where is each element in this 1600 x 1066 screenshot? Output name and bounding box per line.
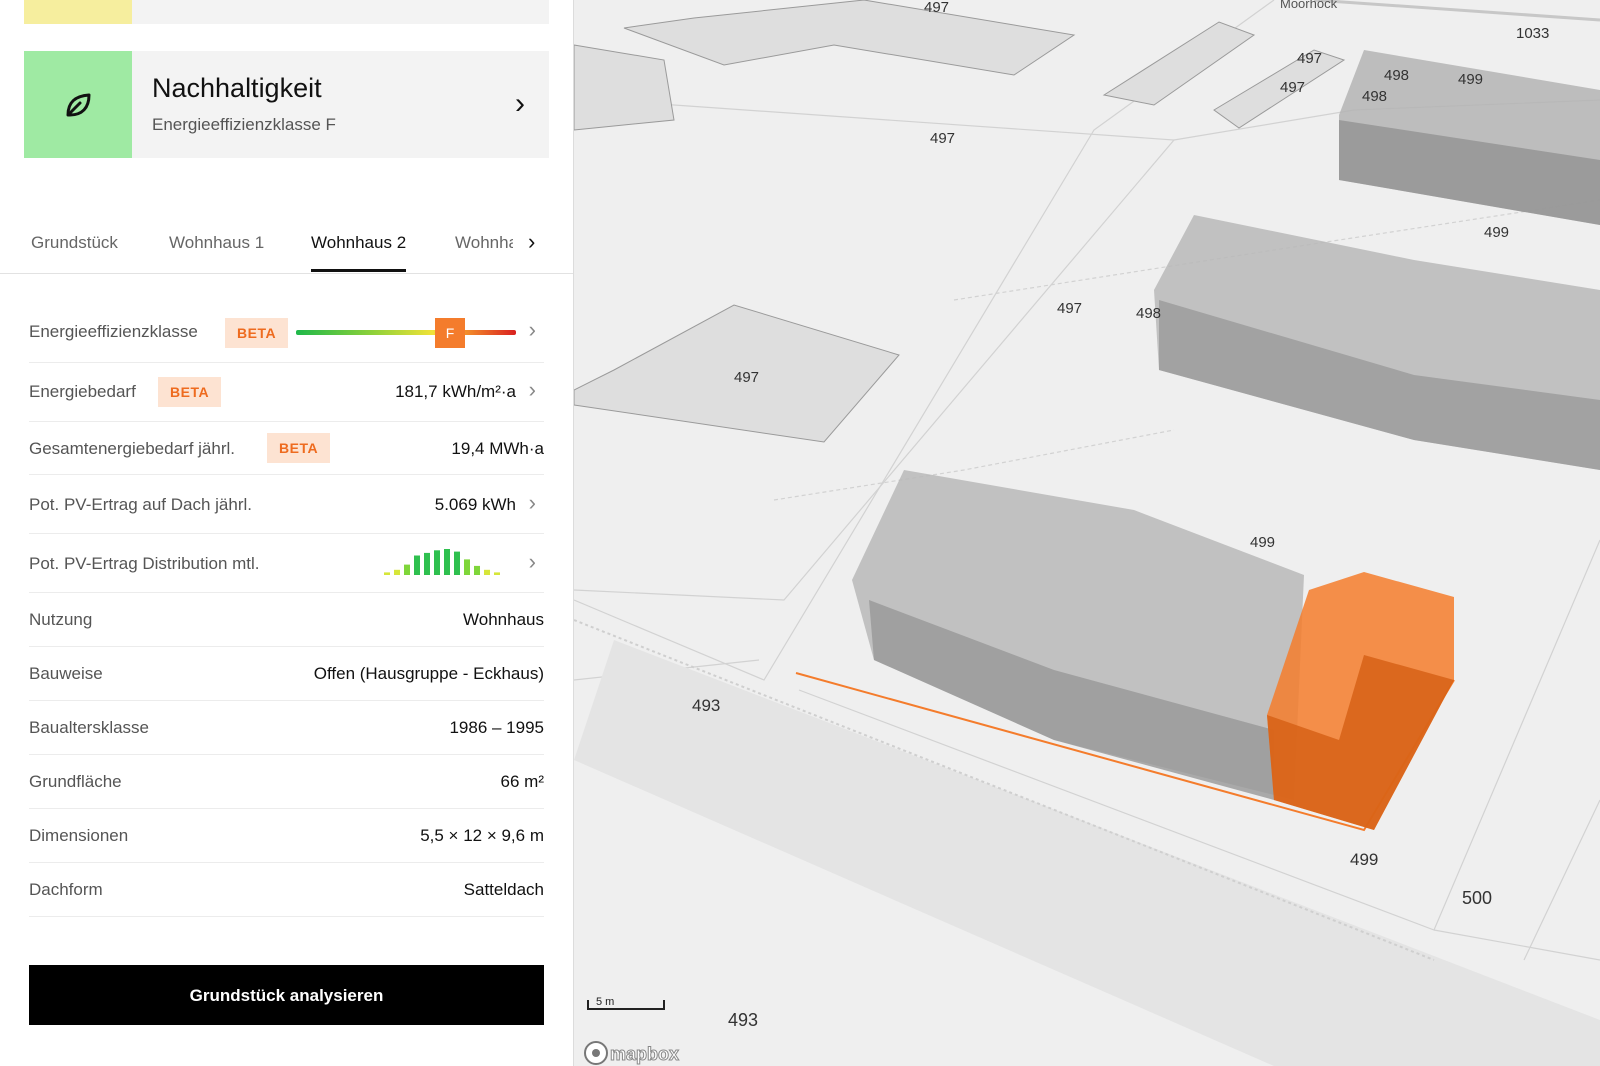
row-energy-demand[interactable]: Energiebedarf BETA 181,7 kWh/m²·a › [29, 362, 544, 422]
row-label: Energiebedarf [29, 382, 136, 401]
row-build-period: Baualtersklasse 1986 – 1995 [29, 700, 544, 755]
row-roof-type: Dachform Satteldach [29, 862, 544, 917]
map-scale-bar: 5 m [587, 996, 665, 1010]
row-floor-area: Grundfläche 66 m² [29, 754, 544, 809]
parcel-number: 498 [1136, 305, 1161, 322]
parcel-number: 498 [1384, 67, 1409, 84]
analyse-plot-button[interactable]: Grundstück analysieren [29, 965, 544, 1025]
pv-month-bar [384, 572, 390, 575]
scale-label: 5 m [596, 996, 614, 1008]
building-tabs: Grundstück Wohnhaus 1 Wohnhaus 2 Wohnhau… [0, 215, 573, 274]
parcel-number: 1033 [1516, 25, 1549, 42]
tab-wohnhaus-1[interactable]: Wohnhaus 1 [169, 233, 265, 252]
chevron-right-icon[interactable]: › [515, 87, 525, 120]
parcel-number: 497 [1297, 50, 1322, 67]
row-label: Grundfläche [29, 772, 122, 791]
row-label: Pot. PV-Ertrag auf Dach jährl. [29, 495, 252, 514]
row-label: Nutzung [29, 610, 93, 629]
chevron-right-icon[interactable]: › [528, 490, 536, 515]
sustainability-card[interactable]: Nachhaltigkeit Energieeffizienzklasse F … [24, 51, 549, 158]
card-title: Nachhaltigkeit [152, 73, 322, 103]
row-usage: Nutzung Wohnhaus [29, 592, 544, 647]
tab-wohnhaus-3[interactable]: Wohnhaus 3 [455, 233, 513, 252]
previous-category-swatch [24, 0, 132, 24]
tab-wohnhaus-2[interactable]: Wohnhaus 2 [311, 233, 407, 272]
mapbox-logo[interactable]: mapbox [584, 1041, 680, 1065]
map-canvas[interactable]: 497 1033 497 497 498 498 499 497 499 497… [574, 0, 1600, 1066]
pv-month-bar [484, 569, 490, 575]
pv-month-bar [434, 550, 440, 575]
row-label: Pot. PV-Ertrag Distribution mtl. [29, 554, 260, 573]
row-dimensions: Dimensionen 5,5 × 12 × 9,6 m [29, 808, 544, 863]
row-value: 19,4 MWh·a [451, 439, 544, 458]
row-value: 1986 – 1995 [449, 718, 544, 737]
previous-category-card[interactable] [24, 0, 549, 24]
chevron-right-icon[interactable]: › [528, 317, 536, 342]
parcel-number: 497 [734, 369, 759, 386]
street-label: Moorhöck [1280, 0, 1338, 11]
sustainability-swatch [24, 51, 132, 158]
row-total-energy-demand: Gesamtenergiebedarf jährl. BETA 19,4 MWh… [29, 421, 544, 475]
row-label: Dachform [29, 880, 103, 899]
pv-distribution-chart [384, 549, 500, 575]
beta-badge: BETA [158, 377, 222, 407]
parcel-number: 498 [1362, 88, 1387, 105]
pv-month-bar [444, 549, 450, 575]
tabs-next-chevron-icon[interactable]: › [528, 229, 536, 254]
row-value: 5,5 × 12 × 9,6 m [420, 826, 544, 845]
parcel-number: 497 [924, 0, 949, 16]
chevron-right-icon[interactable]: › [528, 377, 536, 402]
pv-month-bar [474, 565, 480, 575]
road-area [574, 640, 1600, 1066]
row-label: Bauweise [29, 664, 103, 683]
pv-month-bar [454, 551, 460, 575]
road-edge [574, 619, 1435, 961]
row-label: Gesamtenergiebedarf jährl. [29, 439, 236, 458]
row-value: Satteldach [463, 880, 544, 899]
selected-building[interactable] [795, 572, 1455, 832]
row-value: 181,7 kWh/m²·a [395, 382, 516, 401]
energy-class-marker: F [435, 318, 465, 348]
parcel-number: 497 [1057, 300, 1082, 317]
row-value: Offen (Hausgruppe - Eckhaus) [313, 664, 544, 683]
map-view[interactable]: 497 1033 497 497 498 498 499 497 499 497… [574, 0, 1600, 1066]
info-panel: Nachhaltigkeit Energieeffizienzklasse F … [0, 0, 574, 1066]
leaf-icon [66, 93, 91, 116]
row-label: Dimensionen [29, 826, 129, 845]
chevron-right-icon[interactable]: › [528, 549, 536, 574]
pv-month-bar [414, 555, 420, 575]
row-pv-yield[interactable]: Pot. PV-Ertrag auf Dach jährl. 5.069 kWh… [29, 474, 544, 534]
row-construction: Bauweise Offen (Hausgruppe - Eckhaus) [29, 646, 544, 701]
parcel-number: 497 [1280, 79, 1305, 96]
parcel-number: 500 [1462, 888, 1492, 908]
building-footprints [574, 0, 1346, 443]
beta-badge: BETA [267, 433, 331, 463]
row-value: 5.069 kWh [434, 495, 516, 514]
pv-month-bar [404, 564, 410, 575]
row-label: Energieeffizienzklasse [29, 322, 198, 341]
energy-class-scale [296, 330, 516, 335]
parcel-number: 499 [1350, 850, 1378, 869]
tab-wohnhaus-3-clip: Wohnhaus 3 [455, 233, 513, 253]
row-label: Baualtersklasse [29, 718, 150, 737]
row-energy-class[interactable]: Energieeffizienzklasse BETA F › [29, 303, 544, 363]
beta-badge: BETA [225, 318, 289, 348]
parcel-number: 493 [692, 696, 720, 715]
row-pv-distribution[interactable]: Pot. PV-Ertrag Distribution mtl. › [29, 533, 544, 593]
mapbox-wordmark: mapbox [610, 1044, 679, 1064]
pv-month-bar [424, 552, 430, 575]
parcel-number: 499 [1484, 224, 1509, 241]
pv-month-bar [464, 559, 470, 575]
tab-grundstueck[interactable]: Grundstück [31, 233, 118, 252]
building-blocks-3d [852, 50, 1600, 800]
card-subtitle: Energieeffizienzklasse F [152, 115, 336, 134]
pv-month-bar [394, 569, 400, 575]
pv-month-bar [494, 572, 500, 575]
parcel-number: 499 [1458, 71, 1483, 88]
parcel-number: 499 [1250, 534, 1275, 551]
row-value: 66 m² [500, 772, 544, 791]
parcel-number: 493 [728, 1010, 758, 1030]
parcel-number: 497 [930, 130, 955, 147]
row-value: Wohnhaus [463, 610, 544, 629]
